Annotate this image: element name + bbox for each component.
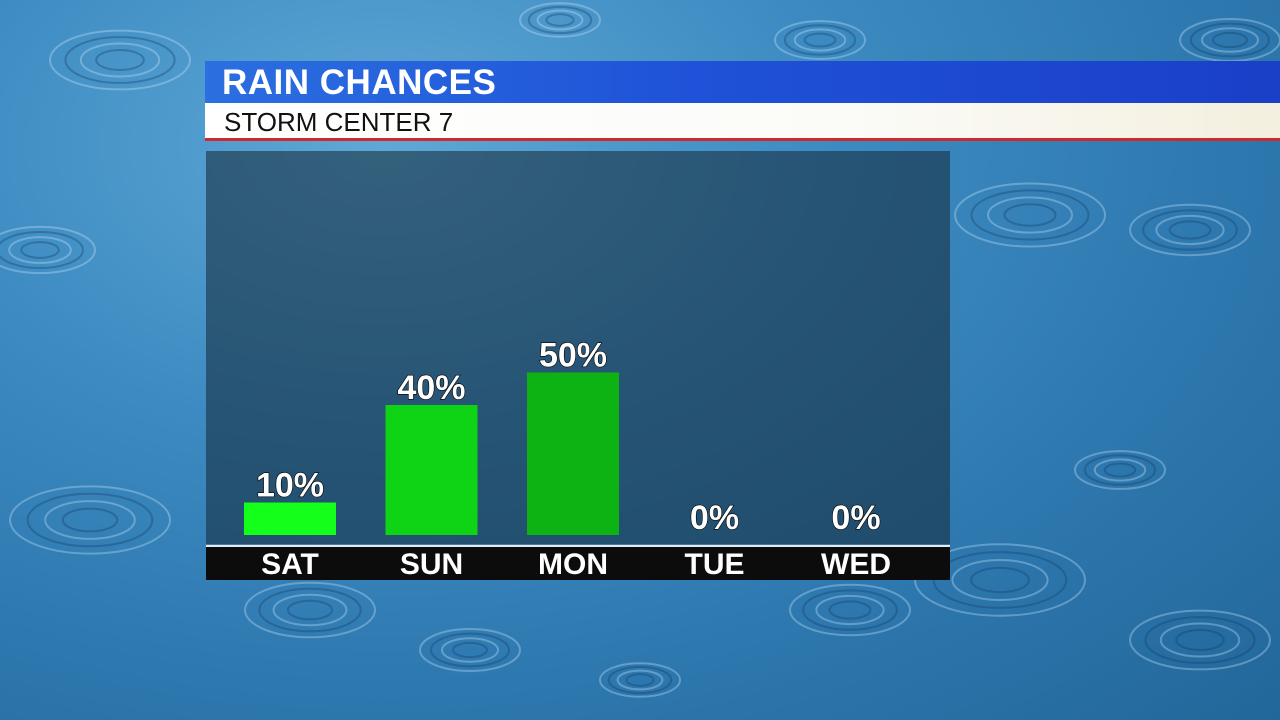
chart-title: RAIN CHANCES [222,63,497,102]
value-label-sun: 40% [397,369,465,407]
ripple-ring [932,551,1068,609]
x-axis: SAT SUN MON TUE WED [206,545,950,581]
ripple-ring [783,24,857,56]
ripple-ring [1144,616,1256,664]
ripple-ring [95,49,145,71]
ripple-ring [272,593,348,627]
ripple-ring [607,665,673,695]
value-label-tue: 0% [690,499,739,537]
ripple-ring [0,230,84,270]
rain-chance-bar-chart: 10% 40% 50% 0% 0% [244,336,881,538]
ripple-ring [26,492,154,548]
ripple-ring [774,20,866,60]
bar-sat [244,502,336,535]
ripple-ring [441,637,499,663]
ripple-ring [286,599,334,621]
ripple-ring [519,2,601,38]
ripple-ring [599,662,681,698]
category-label-sat: SAT [261,548,319,581]
ripple-ring [815,594,885,626]
ripple-ring [244,581,376,639]
ripple-ring [803,32,837,48]
ripple-ring [1159,622,1241,658]
ripple-ring [452,641,488,659]
ripple-ring [1190,22,1270,58]
ripple-ring [1074,450,1166,490]
category-label-sun: SUN [399,548,464,581]
ripple-ring [828,600,872,620]
ripple-ring [1103,462,1137,478]
ripple-ring [430,632,510,668]
ripple-ring [1129,203,1251,257]
ripple-ring [64,36,176,84]
category-label-tue: TUE [684,548,745,581]
ripple-ring [793,28,847,52]
ripple-ring [1168,220,1212,240]
ripple-ring [1175,629,1225,651]
ripple-ring [44,500,136,540]
ripple-ring [1129,609,1271,671]
ripple-ring [1201,27,1259,53]
value-label-sat: 10% [256,467,324,505]
ripple-ring [1083,454,1157,486]
ripple-ring [419,628,521,672]
ripple-ring [0,225,96,275]
ripple-ring [258,587,362,633]
subtitle-bar: STORM CENTER 7 [205,103,1280,141]
ripple-ring [79,42,161,78]
ripple-ring [625,673,655,687]
ripple-ring [970,189,1090,241]
ripple-ring [954,182,1106,248]
ripple-ring [1179,18,1280,62]
value-label-mon: 50% [539,337,607,375]
ripple-ring [1003,203,1057,227]
ripple-ring [527,5,593,35]
chart-subtitle: STORM CENTER 7 [224,107,454,137]
ripple-ring [8,236,72,264]
ripple-ring [802,589,898,631]
ripple-ring [987,196,1073,234]
bar-sun [385,405,478,535]
ripple-ring [1212,31,1248,49]
ripple-ring [1093,458,1147,482]
ripple-ring [616,669,664,691]
category-label-wed: WED [821,548,891,581]
ripple-ring [1142,209,1238,251]
ripple-ring [20,241,60,259]
ripple-ring [9,485,171,555]
ripple-ring [545,13,575,27]
bar-mon [527,372,619,535]
ripple-ring [789,583,911,637]
value-label-wed: 0% [831,499,880,537]
ripple-ring [1155,214,1225,246]
ripple-ring [970,566,1030,594]
ripple-ring [49,29,191,91]
ripple-ring [61,507,119,533]
ripple-ring [536,9,584,31]
title-bar: RAIN CHANCES [205,61,1280,103]
ripple-ring [951,559,1049,601]
category-label-mon: MON [538,548,608,581]
ripple-ring [914,543,1086,617]
